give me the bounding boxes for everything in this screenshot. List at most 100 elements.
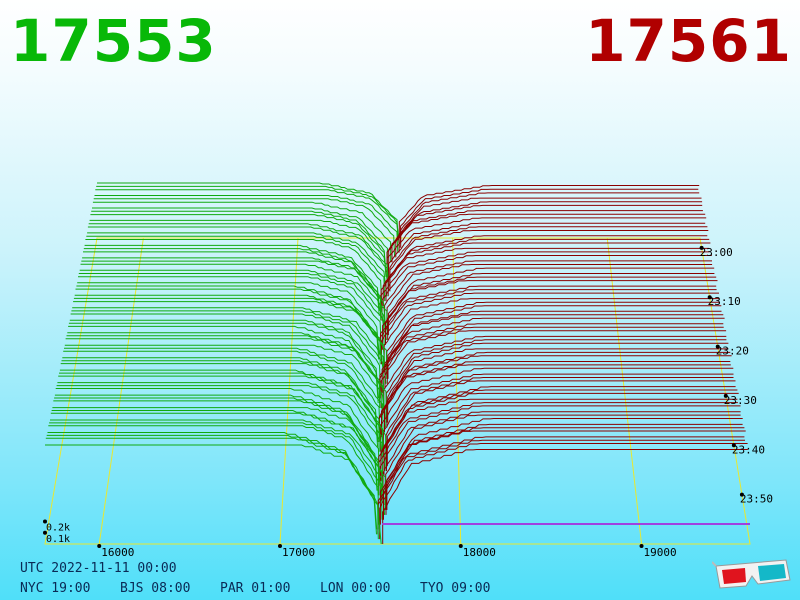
bid-depth-line xyxy=(47,432,378,530)
time-tick-label: 23:40 xyxy=(732,443,765,456)
bid-depth-line xyxy=(54,397,378,491)
bid-depth-line xyxy=(74,294,384,370)
ask-depth-line xyxy=(384,260,712,326)
depth-tick-dot xyxy=(43,519,47,524)
bid-depth-line xyxy=(91,210,387,273)
bid-depth-line xyxy=(71,310,385,389)
ask-depth-line xyxy=(381,317,725,394)
bid-depth-line xyxy=(67,332,383,413)
ask-depth-line xyxy=(400,192,700,248)
bid-depth-line xyxy=(65,338,387,423)
bid-depth-line xyxy=(73,301,388,379)
price-gridline xyxy=(606,237,643,545)
time-tick-dot xyxy=(699,245,704,250)
bid-depth-line xyxy=(85,239,383,307)
bid-depth-line xyxy=(79,269,387,341)
axis-ticks: 16000 17000 18000 19000 0.1k0.2k 23:00 23:10 23… xyxy=(43,245,773,559)
bid-depth-line xyxy=(95,189,400,248)
price-tick-dot xyxy=(458,544,463,548)
floor-outline xyxy=(44,237,751,545)
ask-depth-line xyxy=(400,188,699,243)
ask-depth-line xyxy=(386,348,729,428)
price-tick-label: 18000 xyxy=(463,546,496,559)
utc-time: UTC 2022-11-11 00:00 xyxy=(20,561,177,576)
chart-axes-frame xyxy=(44,237,751,545)
ask-depth-line xyxy=(398,197,702,253)
ask-depth-line xyxy=(387,342,729,423)
zone-par: PAR 01:00 xyxy=(220,581,291,596)
ask-depth-line xyxy=(379,289,717,360)
ask-depth-line xyxy=(383,427,745,520)
bid-price: 17553 xyxy=(10,7,217,75)
bid-depth-line xyxy=(45,437,379,540)
ask-depth-line xyxy=(382,449,748,544)
bid-depth-line xyxy=(93,198,396,258)
bid-depth-line xyxy=(94,195,399,253)
ask-depth-line xyxy=(380,330,727,408)
time-tick-label: 23:30 xyxy=(724,394,757,407)
time-tick-dot xyxy=(731,443,736,448)
bid-depth-line xyxy=(72,307,387,384)
time-tick-label: 23:20 xyxy=(716,345,749,358)
3d-glasses-icon[interactable] xyxy=(712,556,792,592)
ask-depth-line xyxy=(386,264,713,331)
price-tick-dot xyxy=(278,544,282,548)
ask-depth-line xyxy=(377,439,745,535)
depth-lines xyxy=(45,182,750,545)
zone-lon: LON 00:00 xyxy=(320,581,391,596)
bid-depth-line xyxy=(82,257,384,326)
bid-depth-line xyxy=(96,185,400,243)
bid-depth-line xyxy=(80,263,388,336)
bid-depth-line xyxy=(86,235,386,302)
price-tick-dot xyxy=(97,544,102,548)
ask-depth-line xyxy=(379,443,748,540)
ask-depth-line xyxy=(379,323,724,399)
ask-depth-line xyxy=(388,222,706,282)
bid-depth-line xyxy=(87,232,388,297)
ask-depth-line xyxy=(378,361,731,442)
ask-depth-line xyxy=(388,210,703,268)
ask-depth-line xyxy=(395,201,703,258)
bid-depth-line xyxy=(97,182,399,239)
ask-depth-line xyxy=(383,389,738,476)
ask-depth-line xyxy=(386,418,743,510)
ask-depth-line xyxy=(381,355,732,438)
ask-depth-line xyxy=(383,335,727,413)
ask-depth-line xyxy=(384,314,724,389)
ask-depth-line xyxy=(380,285,717,355)
ask-depth-line xyxy=(391,204,703,263)
bid-depth-line xyxy=(90,214,387,277)
zone-tyo: TYO 09:00 xyxy=(420,581,491,596)
bid-depth-line xyxy=(49,422,383,520)
bid-depth-line xyxy=(64,347,384,433)
time-tick-dot xyxy=(723,393,728,398)
ask-depth-line xyxy=(383,298,720,370)
ask-depth-line xyxy=(378,402,738,491)
bid-depth-line xyxy=(76,285,380,360)
ask-price: 17561 xyxy=(585,7,792,75)
ask-depth-line xyxy=(378,398,738,486)
price-gridline xyxy=(452,237,462,545)
bid-depth-line xyxy=(50,412,386,511)
ask-depth-line xyxy=(380,247,710,311)
bid-depth-line xyxy=(83,248,380,316)
zone-bjs: BJS 08:00 xyxy=(120,581,191,596)
time-tick-label: 23:00 xyxy=(700,246,733,259)
price-tick-dot xyxy=(639,544,644,548)
zone-nyc: NYC 19:00 xyxy=(20,581,91,596)
ask-depth-line xyxy=(378,364,731,447)
bid-depth-line xyxy=(83,251,382,321)
bid-depth-line xyxy=(87,226,390,292)
bid-depth-line xyxy=(57,382,386,472)
ask-depth-line xyxy=(386,301,720,374)
bid-depth-line xyxy=(68,322,379,404)
ask-depth-line xyxy=(389,226,708,287)
ask-depth-line xyxy=(387,267,715,336)
bid-depth-line xyxy=(81,260,387,331)
ask-depth-line xyxy=(382,411,741,501)
bid-depth-line xyxy=(60,363,380,452)
ask-depth-line xyxy=(386,386,736,472)
depth-tick-label: 0.1k xyxy=(46,534,70,545)
ask-depth-line xyxy=(381,255,712,321)
